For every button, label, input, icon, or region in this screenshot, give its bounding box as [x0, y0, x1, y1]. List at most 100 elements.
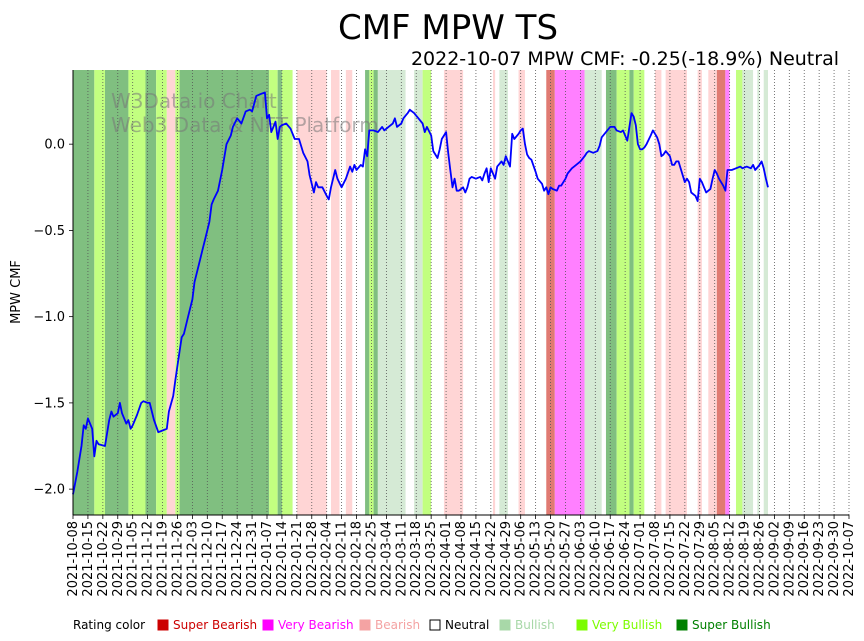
legend-swatch-very-bearish — [262, 619, 274, 631]
band-bearish — [655, 70, 662, 515]
band-super-bullish — [373, 70, 378, 515]
x-tick-label: 2022-09-23 — [812, 521, 827, 597]
x-tick-label: 2022-09-02 — [767, 521, 782, 597]
band-very-bearish — [554, 70, 585, 515]
x-tick-label: 2022-09-09 — [782, 521, 797, 597]
x-tick-label: 2022-06-10 — [588, 521, 603, 597]
band-bullish — [414, 70, 423, 515]
band-bearish — [345, 70, 353, 515]
legend-swatch-super-bullish — [676, 619, 688, 631]
band-super-bearish — [716, 70, 726, 515]
y-tick-label: −0.5 — [33, 224, 65, 239]
x-tick-label: 2022-08-12 — [723, 521, 738, 597]
x-tick-label: 2022-06-03 — [573, 521, 588, 597]
vertical-gridlines — [72, 70, 850, 515]
x-tick-label: 2022-01-14 — [275, 521, 290, 597]
x-tick-label: 2022-01-21 — [290, 521, 305, 597]
band-bullish — [742, 70, 754, 515]
legend-label-very-bearish: Very Bearish — [278, 618, 354, 632]
x-tick-label: 2022-02-25 — [364, 521, 379, 597]
y-tick-label: 0.0 — [44, 138, 65, 153]
x-tick-label: 2022-05-20 — [544, 521, 559, 597]
band-very-bearish — [725, 70, 730, 515]
x-tick-label: 2022-04-01 — [439, 521, 454, 597]
x-tick-label: 2022-06-24 — [618, 521, 633, 597]
x-tick-label: 2021-10-08 — [66, 521, 81, 597]
x-tick-label: 2022-07-15 — [663, 521, 678, 597]
band-very-bullish — [94, 70, 105, 515]
x-tick-label: 2022-04-22 — [484, 521, 499, 597]
legend-title: Rating color — [73, 618, 145, 632]
x-tick-label: 2021-12-24 — [230, 521, 245, 597]
x-tick-label: 2022-01-07 — [260, 521, 275, 597]
x-tick-label: 2022-02-11 — [335, 521, 350, 597]
x-tick-label: 2021-11-26 — [170, 521, 185, 597]
x-tick-label: 2022-05-27 — [558, 521, 573, 597]
band-bearish — [665, 70, 687, 515]
legend-label-bullish: Bullish — [515, 618, 555, 632]
band-super-bullish — [629, 70, 634, 515]
x-tick-label: 2022-10-07 — [842, 521, 857, 597]
band-bearish — [492, 70, 496, 515]
x-tick-label: 2022-07-29 — [693, 521, 708, 597]
band-very-bullish — [633, 70, 645, 515]
band-super-bullish — [277, 70, 282, 515]
legend-swatch-neutral — [429, 619, 441, 631]
x-tick-label: 2021-12-03 — [185, 521, 200, 597]
watermark-line-2: Web3 Data & NFT Platform — [111, 113, 379, 137]
x-tick-label: 2021-12-31 — [245, 521, 260, 597]
band-very-bullish — [422, 70, 432, 515]
x-tick-label: 2022-03-18 — [409, 521, 424, 597]
band-bullish — [757, 70, 760, 515]
band-very-bullish — [736, 70, 743, 515]
legend-label-bearish: Bearish — [375, 618, 420, 632]
x-tick-label: 2022-02-04 — [320, 521, 335, 597]
x-tick-label: 2021-10-29 — [111, 521, 126, 597]
legend-label-neutral: Neutral — [445, 618, 489, 632]
x-tick-label: 2022-04-15 — [469, 521, 484, 597]
series-line — [72, 91, 769, 495]
x-tick-label: 2022-02-18 — [350, 521, 365, 597]
legend-swatch-bearish — [359, 619, 371, 631]
band-very-bullish — [156, 70, 167, 515]
x-tick-label: 2021-11-19 — [156, 521, 171, 597]
y-tick-label: −2.0 — [33, 483, 65, 498]
legend-label-super-bearish: Super Bearish — [173, 618, 257, 632]
x-tick-label: 2022-03-25 — [424, 521, 439, 597]
x-tick-label: 2022-08-26 — [752, 521, 767, 597]
x-tick-label: 2022-03-04 — [379, 521, 394, 597]
x-tick-label: 2022-09-16 — [797, 521, 812, 597]
x-tick-label: 2021-12-17 — [215, 521, 230, 597]
x-tick-label: 2022-04-08 — [454, 521, 469, 597]
x-tick-label: 2022-08-19 — [738, 521, 753, 597]
band-very-bullish — [269, 70, 278, 515]
chart-subtitle: 2022-10-07 MPW CMF: -0.25(-18.9%) Neutra… — [411, 48, 839, 70]
legend: Rating color Super Bearish Very Bearish Bea… — [73, 618, 771, 632]
x-tick-label: 2022-05-06 — [514, 521, 529, 597]
x-tick-label: 2022-07-08 — [648, 521, 663, 597]
y-tick-label: −1.5 — [33, 396, 65, 411]
band-super-bullish — [179, 70, 270, 515]
band-super-bullish — [104, 70, 129, 515]
legend-swatch-very-bullish — [576, 619, 588, 631]
legend-label-super-bullish: Super Bullish — [692, 618, 771, 632]
x-tick-label: 2022-07-22 — [678, 521, 693, 597]
watermark: W3Data.io Chart Web3 Data & NFT Platform — [111, 89, 379, 137]
legend-swatch-bullish — [499, 619, 511, 631]
band-super-bullish — [365, 70, 370, 515]
x-tick-label: 2022-06-17 — [603, 521, 618, 597]
axes: 2021-10-08 2021-10-15 2021-10-22 2021-10-29… — [33, 70, 857, 597]
band-super-bullish — [605, 70, 617, 515]
x-tick-label: 2022-01-28 — [305, 521, 320, 597]
x-tick-label: 2021-11-12 — [141, 521, 156, 597]
x-tick-label: 2021-10-22 — [96, 521, 111, 597]
x-tick-label: 2021-10-15 — [81, 521, 96, 597]
x-tick-label: 2022-07-01 — [633, 521, 648, 597]
band-bearish — [518, 70, 525, 515]
band-bullish — [499, 70, 508, 515]
x-tick-label: 2022-04-29 — [499, 521, 514, 597]
x-tick-label: 2022-05-13 — [529, 521, 544, 597]
band-bullish — [763, 70, 768, 515]
band-super-bullish — [145, 70, 157, 515]
